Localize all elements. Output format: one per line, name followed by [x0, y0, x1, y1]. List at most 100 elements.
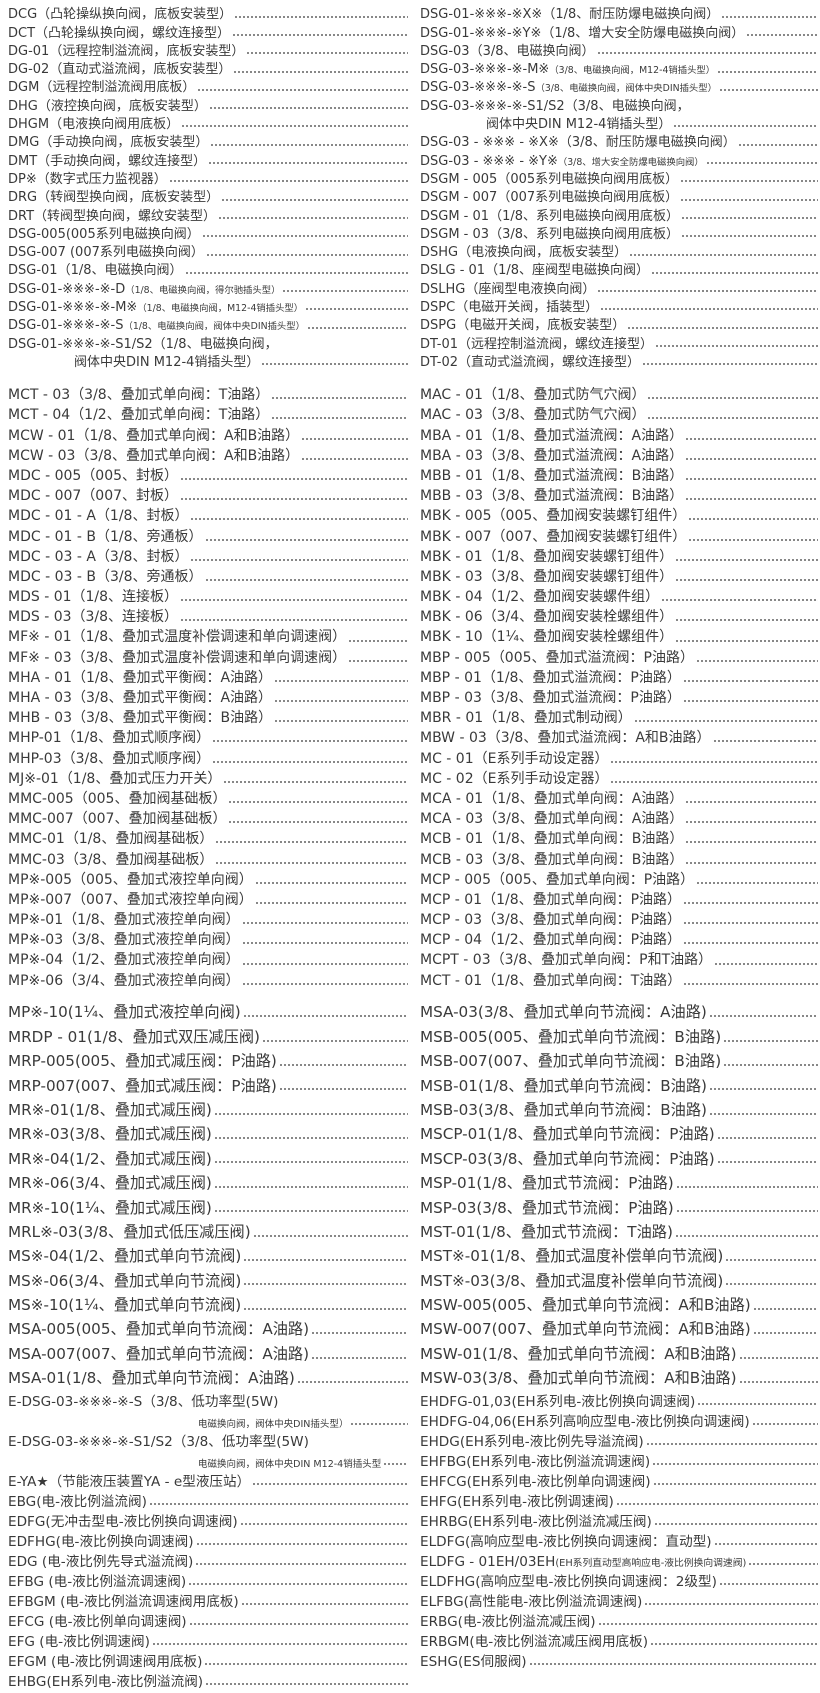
index-entry: MR※-04(1/2、叠加式减压阀) [8, 1144, 408, 1168]
dot-leader [241, 941, 408, 946]
entry-description: (电-液比例溢流减压阀用底板) [469, 1634, 649, 1650]
entry-code: DSGM - 005 [420, 171, 498, 187]
entry-description: （3/8、连接板） [71, 609, 179, 626]
dot-leader [685, 436, 818, 441]
entry-text: MDC - 007（007、封板） [8, 485, 178, 505]
entry-code: DSG-01-※※※-※-M※ [8, 300, 138, 316]
entry-text: EFBGM (电-液比例溢流调速阀用底板) [8, 1590, 239, 1610]
entry-description: （直动式溢流阀，螺纹连接型） [458, 354, 641, 370]
entry-text: EHDG(EH系列电-液比例先导溢流阀) [420, 1430, 644, 1450]
index-entry: DSG-01-※※※-※X※（1/8、耐压防爆电磁换向阀） [420, 4, 818, 22]
entry-description: (007、叠加式单向节流阀：B油路) [487, 1052, 722, 1071]
entry-code: MSW-007 [420, 1320, 492, 1339]
dot-leader [223, 779, 408, 784]
index-entry: ERBGM(电-液比例溢流减压阀用底板) [420, 1630, 818, 1650]
entry-code: MHA - 03 [8, 690, 72, 706]
entry-text: MMC-007（007、叠加阀基础板） [8, 808, 226, 828]
index-entry: EDFHG(电-液比例换向调速阀) [8, 1530, 408, 1550]
dot-leader [205, 252, 408, 257]
entry-text: MCB - 01（1/8、叠加式单向阀：B油路） [420, 828, 683, 848]
index-entry: DSG-01-※※※-※-M※（1/8、电磁换向阀，M12-4销插头型） [8, 297, 408, 315]
dot-leader [195, 1562, 408, 1567]
index-entry: MHP-01（1/8、叠加式顺序阀） [8, 727, 408, 747]
index-entry: DRG（转阀型换向阀，底板安装型） [8, 187, 408, 205]
entry-code: MRL※-03 [8, 1222, 78, 1241]
entry-description: (EH系列电-液比例溢流阀) [46, 1674, 204, 1690]
entry-text: DT-02（直动式溢流阀，螺纹连接型） [420, 352, 640, 370]
index-entry: MP※-03（3/8、叠加式液控单向阀） [8, 929, 408, 949]
entry-code: MF※ - 03 [8, 649, 72, 666]
entry-code: MDC - 03 - A [8, 548, 96, 565]
dot-leader [651, 270, 818, 275]
index-column-left: MP※-10(1¼、叠加式液控单向阀) MRDP - 01(1/8、叠加式双压减压… [0, 998, 410, 1390]
entry-code: MCB - 01 [420, 831, 484, 848]
dot-leader [661, 598, 818, 603]
entry-text: MSA-005(005、叠加式单向节流阀：A油路) [8, 1317, 309, 1339]
entry-description: （3/8、增大安全防爆电磁换向阀） [557, 156, 704, 168]
dot-leader [348, 638, 408, 643]
entry-description: (EH系列电-液比例换向调速阀) [511, 1394, 696, 1410]
entry-description: (高性能电-液比例溢流调速阀) [463, 1594, 643, 1610]
index-entry-continuation: 电磁换向阀，阀体中央DIN插头型） [8, 1410, 408, 1430]
entry-code: MMC-007 [8, 811, 74, 828]
index-entry: DSG-03-※※※-※-S（3/8、电磁换向阀，阀体中央DIN插头型） [420, 77, 818, 95]
index-entry: MSW-007(007、叠加式单向节流阀：A和B油路) [420, 1315, 818, 1339]
entry-description: （液控换向阀，底板安装型） [37, 98, 207, 114]
dot-leader [180, 497, 408, 502]
index-entry: MP※-06（3/4、叠加式液控单向阀） [8, 969, 408, 989]
index-entry: MCA - 03（3/8、叠加式单向阀：A油路） [420, 808, 818, 828]
index-entry: MDC - 01 - B（1/8、旁通板） [8, 525, 408, 545]
entry-code: DSG-01-※※※-※-S1/S2 [8, 336, 153, 352]
entry-code: DRT [8, 208, 35, 224]
entry-text: MDC - 01 - A（1/8、封板） [8, 505, 188, 525]
entry-text: MBA - 01（1/8、叠加式溢流阀：A油路） [420, 425, 683, 445]
entry-code: MSA-005 [8, 1320, 76, 1339]
index-entry: DSG-01-※※※-※-S（1/8、电磁换向阀，阀体中央DIN插头型） [8, 315, 408, 333]
entry-text: DCG（凸轮操纵换向阀，底板安装型） [8, 4, 232, 22]
index-entry: MHA - 01（1/8、叠加式平衡阀：A油路） [8, 667, 408, 687]
dot-leader [213, 1184, 408, 1189]
entry-code: MC - 01 [420, 750, 474, 767]
entry-code: MS※-04 [8, 1247, 69, 1266]
index-entry: E-DSG-03-※※※-※-S1/S2（3/8、低功率型(5W) [8, 1430, 408, 1450]
entry-text: MHB - 03（3/8、叠加式平衡阀：B油路） [8, 707, 272, 727]
entry-text: DSGM - 005（005系列电磁换向阀用底板） [420, 169, 678, 187]
entry-description: （3/8、封板） [95, 548, 189, 565]
entry-text: MR※-01(1/8、叠加式减压阀) [8, 1098, 212, 1120]
entry-code: MDC - 03 - B [8, 568, 96, 585]
entry-description: （005、封板） [81, 467, 179, 484]
entry-text: MSA-03(3/8、叠加式单向节流阀：A油路) [420, 1000, 707, 1022]
entry-description: （1/8、耐压防爆电磁换向阀） [542, 7, 720, 23]
index-entry: DSLHG（座阀型电液换向阀） [420, 278, 818, 297]
dot-leader [752, 1331, 818, 1336]
index-entry: EFCG (电-液比例单向调速阀) [8, 1610, 408, 1630]
entry-code: ELDFHG [420, 1574, 476, 1590]
entry-description: （电液换向阀，底板安装型） [458, 245, 628, 261]
dot-leader [647, 396, 818, 401]
entry-text: EHFG(EH系列电-液比例调速阀) [420, 1490, 614, 1510]
entry-code: DG-02 [8, 62, 50, 78]
entry-code: MCP - 03 [420, 912, 483, 929]
entry-description-continued: 阀体中央DIN M12-4销插头型） [486, 117, 672, 133]
entry-text: DRG（转阀型换向阀，底板安装型） [8, 187, 219, 205]
entry-text: MBK - 03（3/8、叠加阀安装螺钉组件） [420, 566, 673, 586]
index-entry: MCT - 01（1/8、叠加式单向阀：T油路） [420, 969, 818, 989]
entry-description: （007、封板） [81, 488, 179, 505]
dot-leader [675, 557, 818, 562]
dot-leader [215, 840, 408, 845]
index-entry: MMC-01（1/8、叠加阀基础板） [8, 828, 408, 848]
dot-leader [348, 658, 408, 663]
entry-text: MCB - 03（3/8、叠加式单向阀：B油路） [420, 849, 683, 869]
entry-code: MBP - 01 [420, 669, 482, 686]
entry-code: MR※-03 [8, 1125, 70, 1144]
dot-leader [208, 106, 408, 111]
index-entry: DSG-03（3/8、电磁换向阀） [420, 41, 818, 59]
entry-text: MBK - 007（007、叠加阀安装螺钉组件） [420, 526, 686, 546]
dot-leader [685, 860, 818, 865]
dot-leader [204, 1662, 408, 1667]
dot-leader [610, 779, 818, 784]
dot-leader [213, 1160, 408, 1165]
entry-text: MCT - 01（1/8、叠加式单向阀：T油路） [420, 970, 681, 990]
entry-text: MRDP - 01(1/8、叠加式双压减压阀) [8, 1025, 260, 1047]
index-entry: DRT（转阀型换向阀，螺纹安装型） [8, 205, 408, 224]
